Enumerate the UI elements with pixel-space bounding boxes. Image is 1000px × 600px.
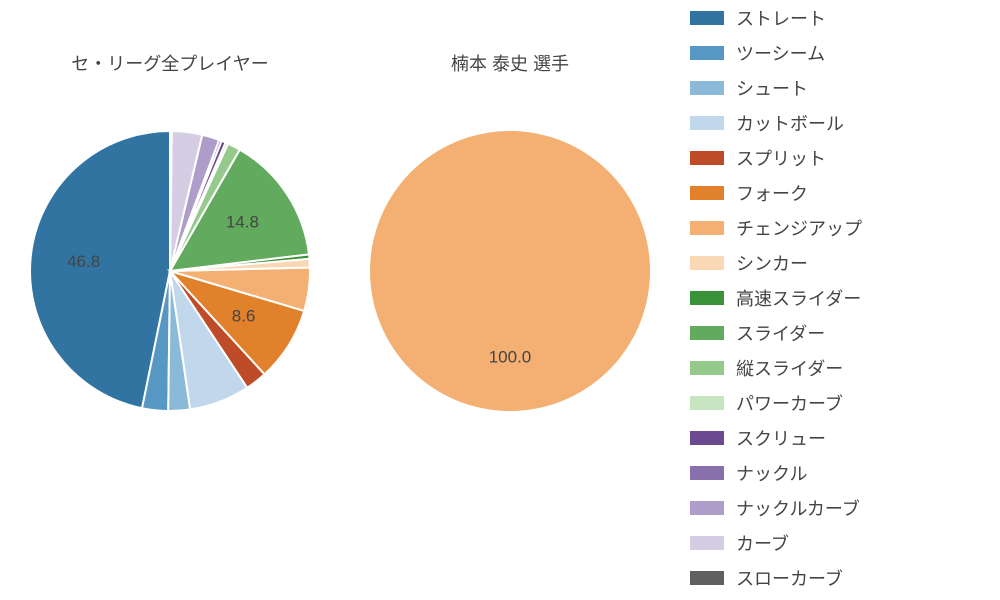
legend-swatch [690,571,724,585]
legend-item-straight: ストレート [690,0,990,35]
legend-swatch [690,291,724,305]
legend-label: スライダー [736,320,825,346]
legend-label: スプリット [736,145,826,171]
pie-slice-label: 46.8 [67,252,100,271]
legend-label: ナックル [736,460,807,486]
legend-label: フォーク [736,180,808,206]
legend-item-slider: スライダー [690,315,990,350]
pie-wrap-0: セ・リーグ全プレイヤー 46.8 8.6 14.8 [0,50,340,600]
pie-title: 楠本 泰史 選手 [451,50,569,76]
legend-label: ストレート [736,5,826,31]
pie-wrap-1: 楠本 泰史 選手 100.0 [340,50,680,600]
legend-swatch [690,431,724,445]
legend-item-fork: フォーク [690,175,990,210]
legend-label: シュート [736,75,808,101]
legend-item-split: スプリット [690,140,990,175]
legend-item-changeup: チェンジアップ [690,210,990,245]
legend-item-sinker: シンカー [690,245,990,280]
legend-item-two_seam: ツーシーム [690,35,990,70]
legend-swatch [690,221,724,235]
legend: ストレートツーシームシュートカットボールスプリットフォークチェンジアップシンカー… [680,0,1000,600]
pie-slice-label: 14.8 [226,213,259,232]
legend-label: シンカー [736,250,808,276]
legend-label: ナックルカーブ [736,495,860,521]
legend-label: 縦スライダー [736,355,843,381]
legend-item-slow_curve: スローカーブ [690,560,990,595]
legend-swatch [690,186,724,200]
chart-area: セ・リーグ全プレイヤー 46.8 8.6 14.8 楠本 泰史 選手 100.0 [0,0,680,600]
legend-swatch [690,81,724,95]
legend-item-curve: カーブ [690,525,990,560]
legend-swatch [690,11,724,25]
legend-swatch [690,396,724,410]
legend-label: スローカーブ [736,565,843,591]
legend-item-cutball: カットボール [690,105,990,140]
legend-label: カットボール [736,110,844,136]
legend-swatch [690,501,724,515]
legend-swatch [690,46,724,60]
pie-chart: 100.0 [345,106,675,436]
legend-item-knuckle_curve: ナックルカーブ [690,490,990,525]
legend-swatch [690,466,724,480]
pie-slice-changeup [370,131,650,411]
pie-slice-label: 8.6 [232,307,256,326]
chart-container: セ・リーグ全プレイヤー 46.8 8.6 14.8 楠本 泰史 選手 100.0 ストレー… [0,0,1000,600]
pie-chart: 46.8 8.6 14.8 [5,106,335,436]
legend-label: パワーカーブ [736,390,843,416]
legend-swatch [690,536,724,550]
pie-slice-label: 100.0 [489,347,532,366]
legend-swatch [690,151,724,165]
pie-title: セ・リーグ全プレイヤー [71,50,268,76]
legend-swatch [690,116,724,130]
legend-item-vslider: 縦スライダー [690,350,990,385]
legend-item-shoot: シュート [690,70,990,105]
legend-label: ツーシーム [736,40,825,66]
legend-swatch [690,256,724,270]
legend-item-knuckle: ナックル [690,455,990,490]
legend-swatch [690,361,724,375]
legend-label: 高速スライダー [736,285,861,311]
legend-label: チェンジアップ [736,215,862,241]
legend-item-power_curve: パワーカーブ [690,385,990,420]
legend-label: スクリュー [736,425,826,451]
legend-item-screw: スクリュー [690,420,990,455]
legend-label: カーブ [736,530,789,556]
legend-swatch [690,326,724,340]
legend-item-fast_slider: 高速スライダー [690,280,990,315]
